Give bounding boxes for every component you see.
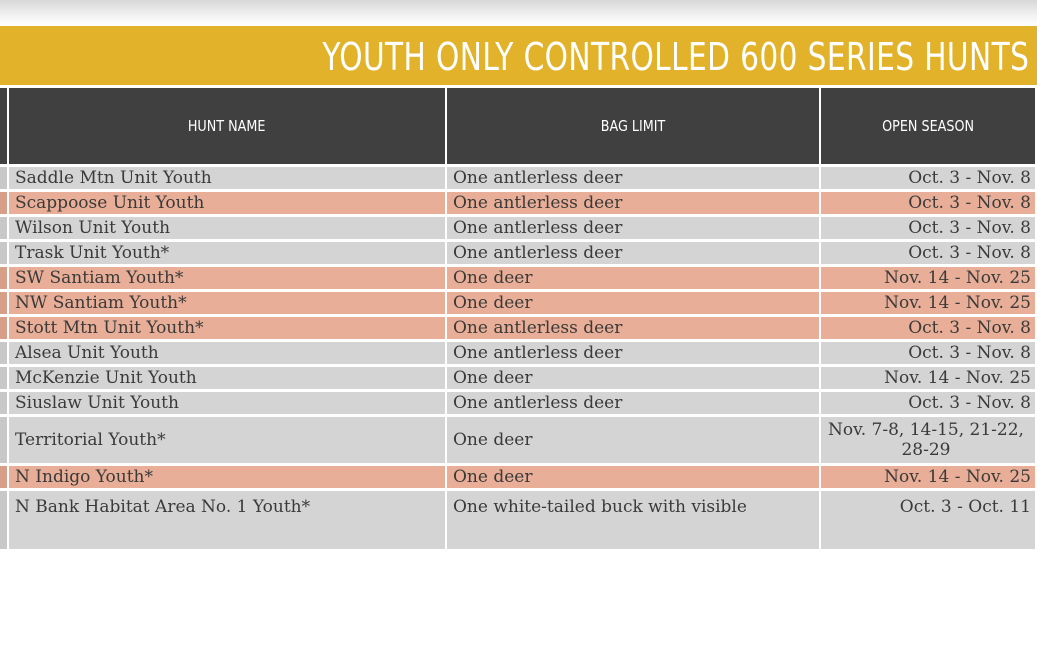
row-marker-cell <box>0 242 9 267</box>
hunt-name-cell: Alsea Unit Youth <box>9 342 447 367</box>
bag-limit-cell: One antlerless deer <box>447 342 821 367</box>
bag-limit-cell: One deer <box>447 466 821 491</box>
table-row: Scappoose Unit Youth One antlerless deer O… <box>0 192 1037 217</box>
top-strip <box>0 0 1037 26</box>
bag-limit-cell: One antlerless deer <box>447 217 821 242</box>
hunt-name-cell: Territorial Youth* <box>9 417 447 466</box>
row-marker-cell <box>0 392 9 417</box>
table-row: McKenzie Unit Youth One deer Nov. 14 - Nov… <box>0 367 1037 392</box>
open-season-cell: Oct. 3 - Nov. 8 <box>821 392 1037 417</box>
hunt-name-cell: Wilson Unit Youth <box>9 217 447 242</box>
open-season-cell: Nov. 14 - Nov. 25 <box>821 367 1037 392</box>
hunt-name-cell: Stott Mtn Unit Youth* <box>9 317 447 342</box>
table-row: Territorial Youth* One deer Nov. 7-8, 14-1… <box>0 417 1037 466</box>
table-row: NW Santiam Youth* One deer Nov. 14 - Nov. … <box>0 292 1037 317</box>
row-marker-cell <box>0 292 9 317</box>
open-season-cell: Oct. 3 - Nov. 8 <box>821 192 1037 217</box>
table-row: Saddle Mtn Unit Youth One antlerless deer… <box>0 167 1037 192</box>
open-season-cell: Oct. 3 - Nov. 8 <box>821 167 1037 192</box>
hunt-name-cell: SW Santiam Youth* <box>9 267 447 292</box>
bag-limit-cell: One deer <box>447 292 821 317</box>
bag-limit-cell: One antlerless deer <box>447 192 821 217</box>
row-marker-cell <box>0 167 9 192</box>
header-open-season: OPEN SEASON <box>821 88 1037 167</box>
table-row: Alsea Unit Youth One antlerless deer Oct. … <box>0 342 1037 367</box>
open-season-cell: Oct. 3 - Nov. 8 <box>821 342 1037 367</box>
open-season-cell: Oct. 3 - Nov. 8 <box>821 217 1037 242</box>
title-banner: YOUTH ONLY CONTROLLED 600 SERIES HUNTS <box>0 26 1037 88</box>
table-row: Trask Unit Youth* One antlerless deer Oct.… <box>0 242 1037 267</box>
hunt-name-cell: N Indigo Youth* <box>9 466 447 491</box>
open-season-cell: Oct. 3 - Nov. 8 <box>821 317 1037 342</box>
bag-limit-cell: One deer <box>447 267 821 292</box>
row-marker-cell <box>0 317 9 342</box>
hunt-name-cell: NW Santiam Youth* <box>9 292 447 317</box>
open-season-cell: Oct. 3 - Oct. 11 <box>821 491 1037 552</box>
row-marker-cell <box>0 342 9 367</box>
hunt-name-cell: McKenzie Unit Youth <box>9 367 447 392</box>
table-row: N Indigo Youth* One deer Nov. 14 - Nov. 25 <box>0 466 1037 491</box>
hunt-name-cell: Saddle Mtn Unit Youth <box>9 167 447 192</box>
header-first-column <box>0 88 9 167</box>
open-season-cell: Nov. 14 - Nov. 25 <box>821 466 1037 491</box>
header-hunt-name: HUNT NAME <box>9 88 447 167</box>
bag-limit-cell: One deer <box>447 367 821 392</box>
bag-limit-cell: One white-tailed buck with visible <box>447 491 821 552</box>
open-season-cell: Nov. 14 - Nov. 25 <box>821 292 1037 317</box>
table-row: Siuslaw Unit Youth One antlerless deer Oct… <box>0 392 1037 417</box>
hunt-name-cell: Trask Unit Youth* <box>9 242 447 267</box>
row-marker-cell <box>0 417 9 466</box>
bag-limit-cell: One antlerless deer <box>447 242 821 267</box>
row-marker-cell <box>0 267 9 292</box>
row-marker-cell <box>0 217 9 242</box>
bag-limit-cell: One deer <box>447 417 821 466</box>
hunt-name-cell: N Bank Habitat Area No. 1 Youth* <box>9 491 447 552</box>
open-season-cell: Oct. 3 - Nov. 8 <box>821 242 1037 267</box>
bag-limit-cell: One antlerless deer <box>447 392 821 417</box>
table-row: SW Santiam Youth* One deer Nov. 14 - Nov. … <box>0 267 1037 292</box>
table-row: N Bank Habitat Area No. 1 Youth* One whit… <box>0 491 1037 552</box>
row-marker-cell <box>0 192 9 217</box>
bag-limit-cell: One antlerless deer <box>447 167 821 192</box>
page-title: YOUTH ONLY CONTROLLED 600 SERIES HUNTS <box>322 35 1029 79</box>
hunt-name-cell: Siuslaw Unit Youth <box>9 392 447 417</box>
row-marker-cell <box>0 367 9 392</box>
bag-limit-cell: One antlerless deer <box>447 317 821 342</box>
table-row: Wilson Unit Youth One antlerless deer Oct.… <box>0 217 1037 242</box>
row-marker-cell <box>0 466 9 491</box>
header-bag-limit: BAG LIMIT <box>447 88 821 167</box>
table-header-row: HUNT NAME BAG LIMIT OPEN SEASON <box>0 88 1037 167</box>
hunts-table: HUNT NAME BAG LIMIT OPEN SEASON Saddle M… <box>0 88 1037 552</box>
open-season-cell: Nov. 7-8, 14-15, 21-22, 28-29 <box>821 417 1037 466</box>
open-season-cell: Nov. 14 - Nov. 25 <box>821 267 1037 292</box>
table-row: Stott Mtn Unit Youth* One antlerless deer… <box>0 317 1037 342</box>
row-marker-cell <box>0 491 9 552</box>
hunt-name-cell: Scappoose Unit Youth <box>9 192 447 217</box>
